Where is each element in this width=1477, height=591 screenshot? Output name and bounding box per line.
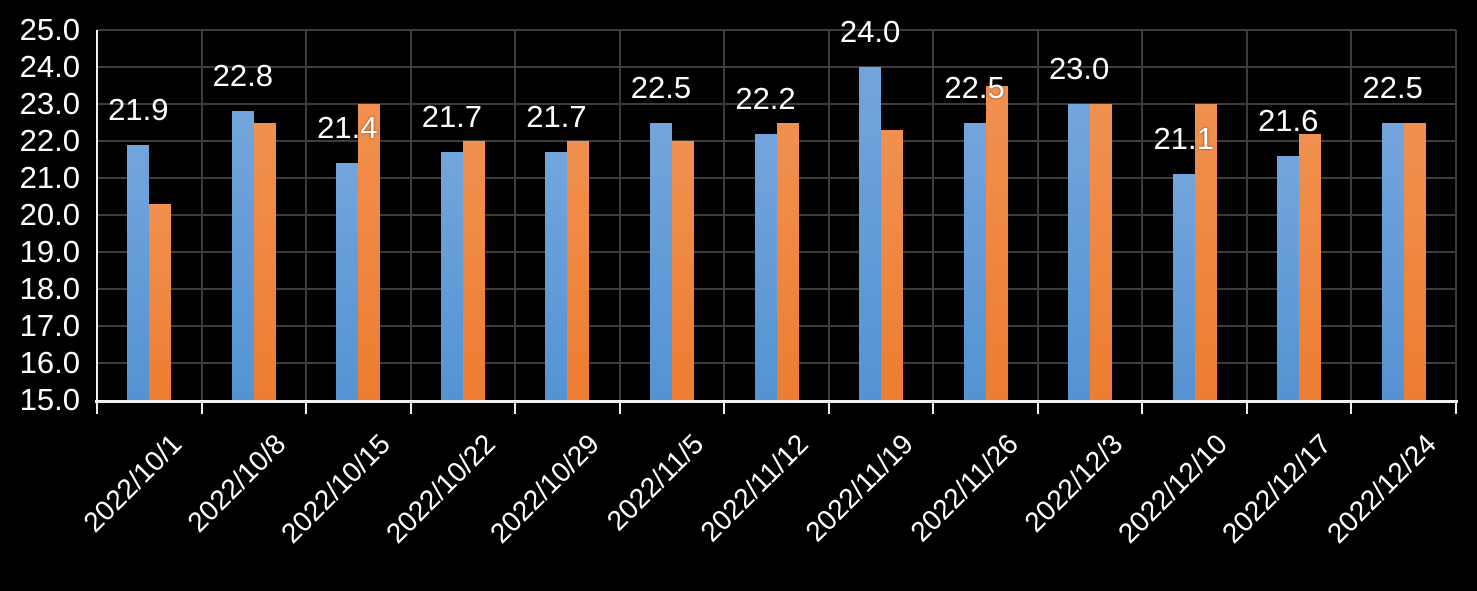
h-gridline xyxy=(97,66,1456,68)
x-tick-label: 2022/11/12 xyxy=(694,428,815,548)
bar-blue-series xyxy=(649,122,672,400)
y-tick-label: 22.0 xyxy=(19,123,80,158)
y-tick-label: 21.0 xyxy=(19,160,80,195)
data-label: 22.5 xyxy=(944,69,1005,105)
x-axis-line xyxy=(95,400,1458,403)
bar-blue-series xyxy=(1172,174,1195,400)
v-gridline xyxy=(1350,30,1353,400)
bar-orange-series xyxy=(776,122,799,400)
x-tick-mark xyxy=(1455,403,1457,414)
data-label: 22.5 xyxy=(630,69,692,105)
x-tick-mark xyxy=(1350,403,1353,414)
bar-orange-series xyxy=(1299,133,1322,400)
x-tick-mark xyxy=(723,403,726,414)
bar-blue-series xyxy=(127,144,150,400)
y-tick-label: 19.0 xyxy=(19,234,80,269)
x-tick-mark xyxy=(1245,403,1248,414)
x-tick-label: 2022/12/17 xyxy=(1216,428,1338,550)
data-label: 21.7 xyxy=(526,99,587,135)
x-tick-mark xyxy=(514,403,517,414)
v-gridline xyxy=(932,30,935,400)
bar-orange-series xyxy=(462,141,485,400)
v-gridline xyxy=(409,30,412,400)
y-tick-label: 25.0 xyxy=(19,12,80,47)
x-tick-label: 2022/10/29 xyxy=(484,428,606,550)
v-gridline xyxy=(827,30,830,400)
bar-blue-series xyxy=(545,152,568,400)
data-label: 21.1 xyxy=(1153,121,1214,157)
bar-orange-series xyxy=(671,141,694,400)
y-tick-label: 17.0 xyxy=(19,308,80,343)
v-gridline xyxy=(1455,30,1457,400)
x-tick-mark xyxy=(96,403,98,414)
data-label: 22.5 xyxy=(1362,69,1423,105)
data-label: 21.6 xyxy=(1258,102,1319,138)
x-tick-mark xyxy=(1036,403,1039,414)
v-gridline xyxy=(1036,30,1039,400)
bar-blue-series xyxy=(1068,104,1091,400)
bar-blue-series xyxy=(336,163,359,400)
x-tick-label: 2022/12/10 xyxy=(1111,428,1233,550)
data-label: 23.0 xyxy=(1048,51,1110,86)
x-tick-label: 2022/10/8 xyxy=(181,428,292,539)
v-gridline xyxy=(1245,30,1248,400)
v-gridline xyxy=(1141,30,1144,400)
x-tick-mark xyxy=(409,403,412,414)
x-tick-label: 2022/11/19 xyxy=(799,428,919,548)
y-tick-label: 18.0 xyxy=(19,271,80,306)
bar-orange-series xyxy=(149,203,172,400)
data-label: 24.0 xyxy=(839,14,901,49)
bar-blue-series xyxy=(963,122,986,400)
bar-orange-series xyxy=(358,104,381,400)
y-tick-label: 23.0 xyxy=(19,86,80,121)
v-gridline xyxy=(305,30,308,400)
v-gridline xyxy=(514,30,517,400)
bar-orange-series xyxy=(985,85,1008,400)
data-label: 22.8 xyxy=(212,58,273,94)
y-tick-label: 20.0 xyxy=(19,197,80,232)
bar-blue-series xyxy=(440,152,463,400)
bar-blue-series xyxy=(1381,122,1404,400)
x-tick-label: 2022/12/3 xyxy=(1018,428,1129,539)
bar-blue-series xyxy=(231,111,254,400)
y-tick-label: 24.0 xyxy=(19,49,80,84)
y-tick-label: 15.0 xyxy=(19,382,80,417)
v-gridline xyxy=(723,30,726,400)
bar-orange-series xyxy=(253,122,276,400)
v-gridline xyxy=(618,30,621,400)
bar-orange-series xyxy=(1403,122,1426,400)
x-tick-mark xyxy=(1141,403,1144,414)
bar-orange-series xyxy=(1194,104,1217,400)
x-tick-mark xyxy=(932,403,935,414)
data-label: 21.7 xyxy=(421,99,483,135)
x-tick-label: 2022/10/15 xyxy=(275,428,397,550)
data-label: 21.9 xyxy=(108,91,169,127)
h-gridline xyxy=(97,103,1456,105)
x-tick-label: 2022/11/26 xyxy=(903,428,1024,548)
x-tick-mark xyxy=(305,403,308,414)
bar-orange-series xyxy=(1090,104,1113,400)
v-gridline xyxy=(200,30,203,400)
bar-blue-series xyxy=(1277,155,1300,400)
x-tick-label: 2022/10/1 xyxy=(77,428,188,539)
data-label: 22.2 xyxy=(735,80,796,116)
h-gridline xyxy=(97,29,1456,31)
bar-orange-series xyxy=(881,129,904,400)
x-tick-mark xyxy=(200,403,203,414)
y-tick-label: 16.0 xyxy=(19,345,80,380)
y-axis-line xyxy=(96,30,98,411)
bar-orange-series xyxy=(567,141,590,400)
x-tick-label: 2022/11/5 xyxy=(601,428,710,537)
data-label: 21.4 xyxy=(317,110,378,146)
x-tick-mark xyxy=(618,403,621,414)
bar-blue-series xyxy=(754,133,777,400)
x-tick-label: 2022/12/24 xyxy=(1320,428,1442,550)
x-tick-mark xyxy=(827,403,830,414)
x-tick-label: 2022/10/22 xyxy=(379,428,501,550)
bar-blue-series xyxy=(859,67,882,400)
